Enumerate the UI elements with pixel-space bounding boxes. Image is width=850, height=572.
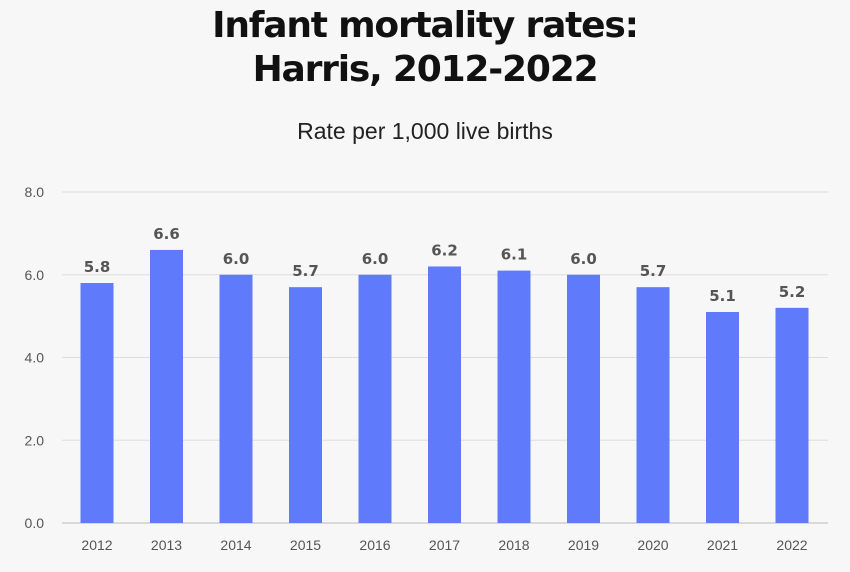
bar <box>775 307 809 523</box>
bar <box>636 287 670 523</box>
data-labels: 5.8 6.6 6.0 5.7 6.0 6.2 6.1 6.0 5.7 5.1 5.2 <box>84 225 806 305</box>
bar <box>80 283 114 523</box>
data-label: 5.1 <box>709 287 736 305</box>
bar <box>497 270 531 523</box>
y-tick-label: 8.0 <box>25 184 45 200</box>
x-tick-label: 2022 <box>776 537 807 553</box>
bars <box>80 249 809 524</box>
data-label: 5.7 <box>292 262 319 280</box>
x-tick-label: 2020 <box>637 537 668 553</box>
bar <box>219 274 253 523</box>
bar <box>150 249 183 524</box>
data-label: 6.0 <box>570 250 597 268</box>
chart-title-line-2: Harris, 2012-2022 <box>252 49 599 90</box>
chart-subtitle: Rate per 1,000 live births <box>297 118 553 144</box>
x-tick-label: 2018 <box>498 537 529 553</box>
y-tick-label: 2.0 <box>25 432 45 448</box>
data-label: 5.7 <box>640 262 667 280</box>
x-tick-label: 2017 <box>429 537 460 553</box>
chart-title: Infant mortality rates: Harris, 2012-202… <box>0 4 850 92</box>
x-tick-label: 2012 <box>81 537 112 553</box>
data-label: 5.8 <box>84 258 111 276</box>
x-tick-label: 2021 <box>707 537 738 553</box>
bar <box>706 311 739 523</box>
x-tick-label: 2015 <box>290 537 321 553</box>
x-axis-ticks: 2012 2013 2014 2015 2016 2017 2018 2019 2020 2021… <box>81 537 807 553</box>
chart-title-line-1: Infant mortality rates: <box>212 5 639 46</box>
x-tick-label: 2016 <box>359 537 390 553</box>
data-label: 5.2 <box>779 283 806 301</box>
x-tick-label: 2013 <box>151 537 182 553</box>
bar <box>567 274 600 523</box>
y-axis-ticks: 0.0 2.0 4.0 6.0 8.0 <box>25 184 45 531</box>
data-label: 6.1 <box>501 246 528 264</box>
data-label: 6.2 <box>431 241 458 259</box>
x-tick-label: 2019 <box>568 537 599 553</box>
y-tick-label: 6.0 <box>25 267 45 283</box>
data-label: 6.6 <box>153 225 180 243</box>
data-label: 6.0 <box>223 250 250 268</box>
y-tick-label: 0.0 <box>25 515 45 531</box>
x-tick-label: 2014 <box>220 537 251 553</box>
bar <box>428 266 461 523</box>
y-tick-label: 4.0 <box>25 350 45 366</box>
bar <box>289 287 322 523</box>
data-label: 6.0 <box>362 250 389 268</box>
bar <box>358 274 392 523</box>
